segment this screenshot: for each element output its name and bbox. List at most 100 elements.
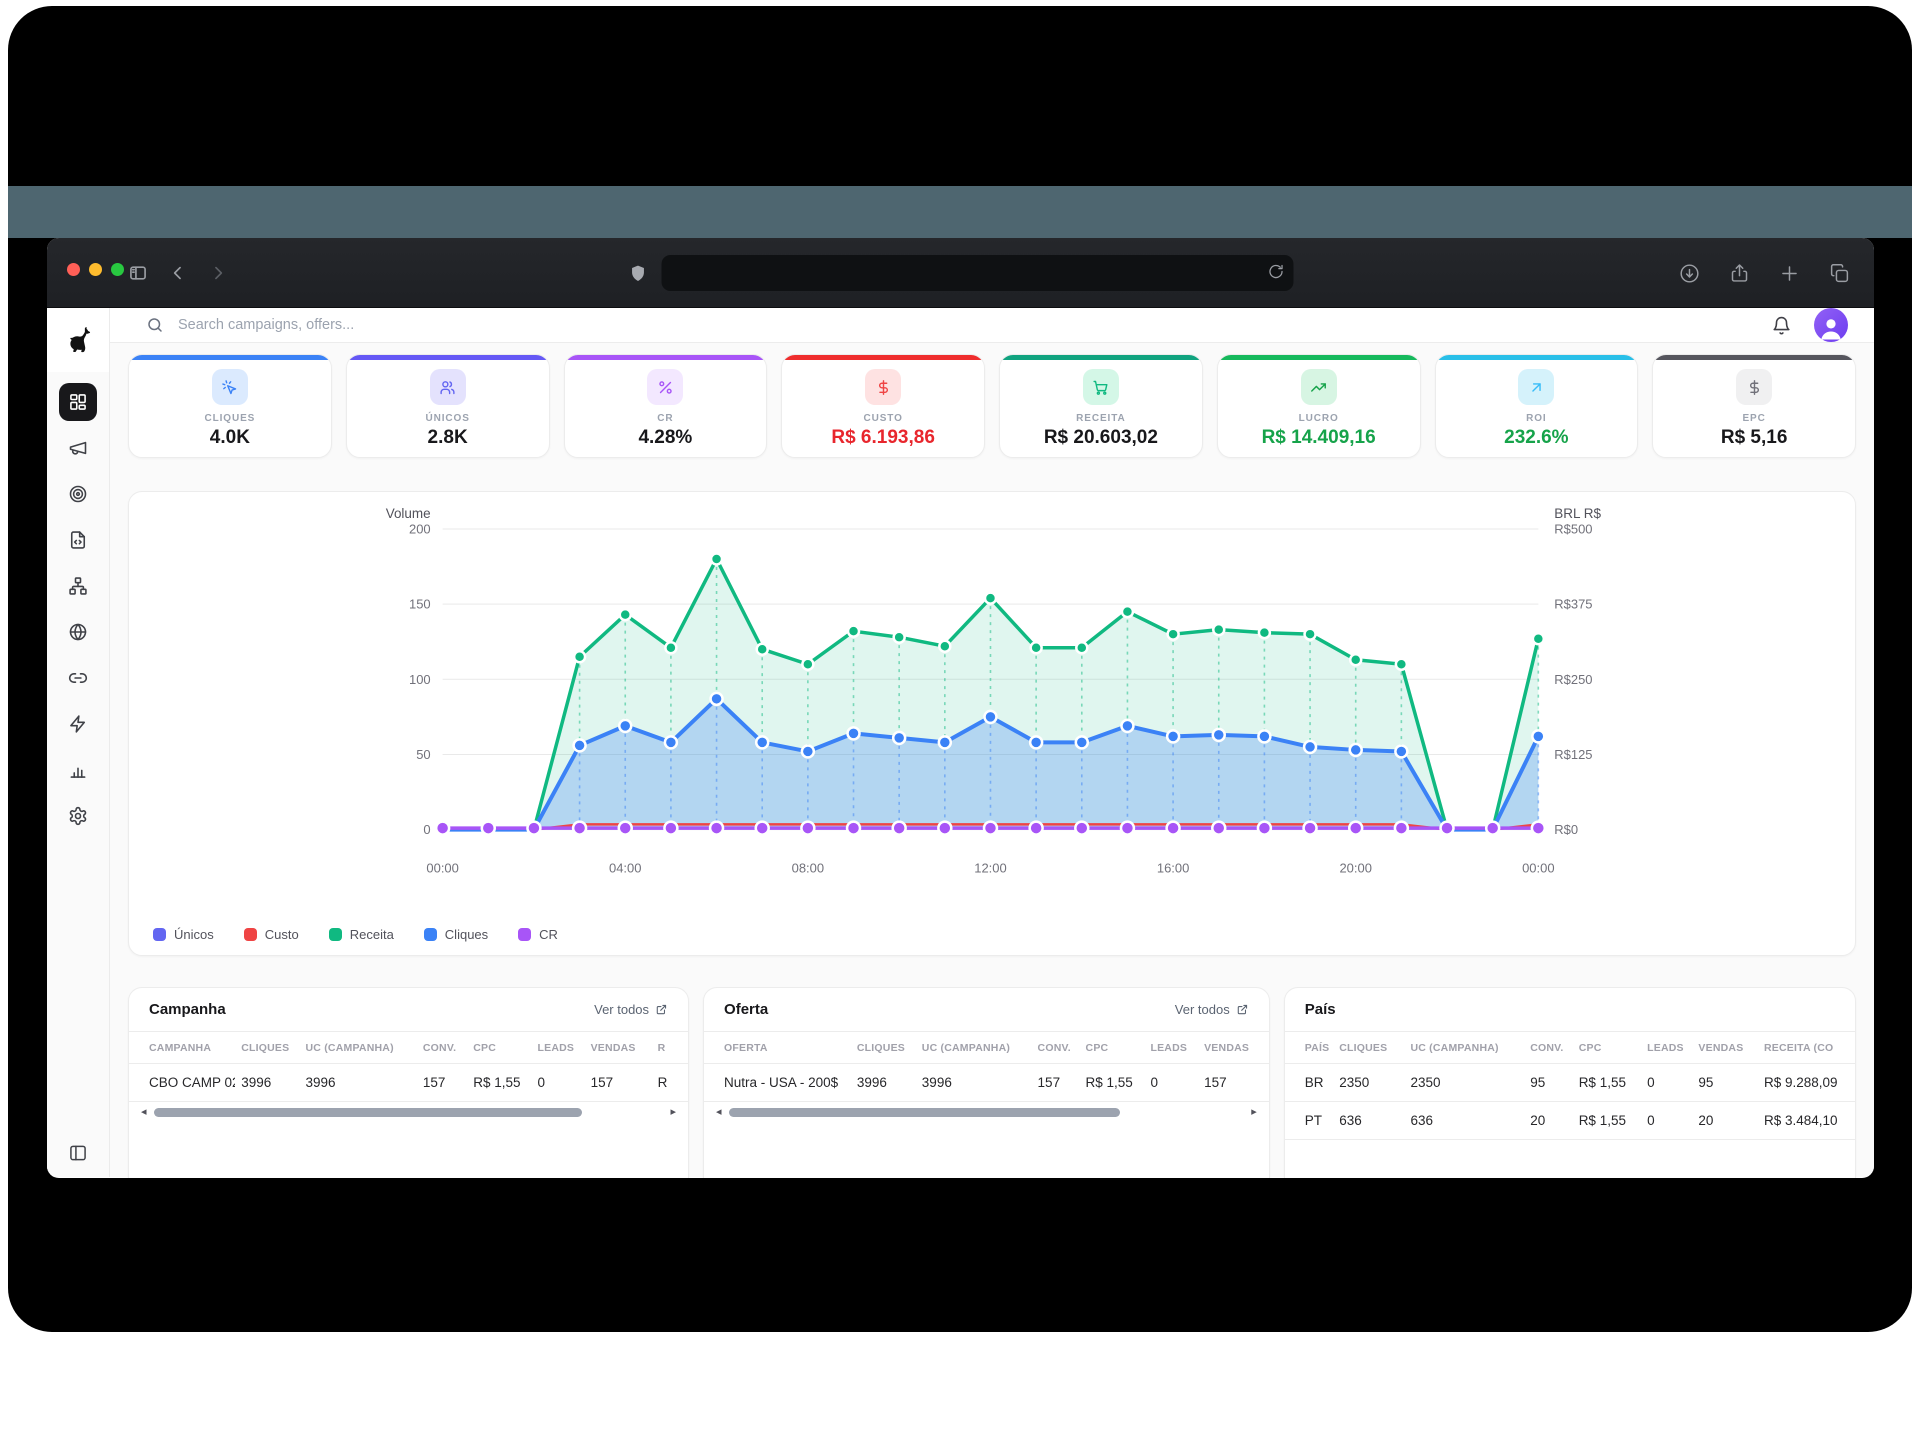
legend-item-custo[interactable]: Custo bbox=[243, 927, 299, 942]
dot-cr bbox=[1165, 820, 1181, 836]
zoom-button[interactable] bbox=[111, 263, 124, 276]
kpi-card-custo: CUSTO R$ 6.193,86 bbox=[781, 354, 985, 458]
reload-button[interactable] bbox=[1267, 263, 1284, 280]
percent-icon bbox=[659, 380, 672, 394]
dot-cliques bbox=[1211, 727, 1226, 743]
dot-custo bbox=[805, 821, 811, 827]
scroll-right-arrow-icon[interactable]: ▸ bbox=[1251, 1106, 1257, 1118]
share-button[interactable] bbox=[1726, 260, 1752, 286]
chrome-nav-buttons bbox=[125, 238, 231, 308]
scrollbar-thumb[interactable] bbox=[153, 1108, 582, 1117]
legend-label: Únicos bbox=[174, 927, 214, 942]
dot-cr bbox=[1484, 820, 1501, 836]
kpi-card-receita: RECEITA R$ 20.603,02 bbox=[999, 354, 1203, 458]
dot-custo bbox=[896, 821, 902, 827]
app-logo[interactable] bbox=[47, 308, 109, 372]
scrollbar-thumb[interactable] bbox=[728, 1108, 1121, 1117]
column-header: CONV. bbox=[1524, 1032, 1573, 1064]
scroll-left-arrow-icon[interactable]: ◂ bbox=[716, 1106, 722, 1118]
chevron-left-button[interactable] bbox=[165, 260, 191, 286]
kpi-accent-bar bbox=[1217, 355, 1420, 360]
table-row[interactable]: BR 2350 2350 95 R$ 1,55 0 95 R$ 9.288,09 bbox=[1284, 1063, 1855, 1102]
left-axis-tick: 50 bbox=[416, 747, 430, 762]
scroll-left-arrow-icon[interactable]: ◂ bbox=[141, 1106, 147, 1118]
chevron-right-button[interactable] bbox=[205, 260, 231, 286]
legend-item-receita[interactable]: Receita bbox=[328, 927, 394, 942]
sidebar-toggle-button[interactable] bbox=[125, 260, 151, 286]
sidebar-item-settings[interactable] bbox=[59, 797, 97, 835]
sidebar-collapse-button[interactable] bbox=[47, 1143, 109, 1163]
zap-icon bbox=[70, 715, 86, 733]
table-row[interactable]: PT 636 636 20 R$ 1,55 0 20 R$ 3.484,10 bbox=[1284, 1101, 1855, 1140]
legend-item-únicos[interactable]: Únicos bbox=[153, 927, 214, 942]
table-cell: 636 bbox=[1404, 1101, 1525, 1140]
close-button[interactable] bbox=[67, 263, 80, 276]
minimize-button[interactable] bbox=[89, 263, 102, 276]
kpi-accent-bar bbox=[1653, 355, 1855, 360]
dot-cr bbox=[1393, 820, 1410, 836]
dot-cr bbox=[480, 820, 497, 836]
dot-cr bbox=[571, 820, 588, 836]
dot-cr bbox=[754, 820, 770, 836]
sidebar-item-domains[interactable] bbox=[59, 613, 97, 651]
dot-cliques bbox=[1074, 735, 1090, 750]
dot-custo bbox=[622, 821, 628, 827]
legend-item-cr[interactable]: CR bbox=[518, 927, 558, 942]
dot-cr bbox=[1211, 820, 1227, 836]
browser-chrome bbox=[47, 238, 1874, 308]
kpi-card-cliques: CLIQUES 4.0K bbox=[128, 354, 332, 458]
sidebar-item-dashboard[interactable] bbox=[59, 383, 97, 421]
scrollbar-track[interactable] bbox=[153, 1108, 664, 1117]
link-icon bbox=[68, 673, 88, 683]
x-axis-tick: 08:00 bbox=[792, 861, 824, 876]
dot-cliques bbox=[846, 726, 861, 741]
table-cell: R$ 3.484,10 bbox=[1758, 1101, 1855, 1140]
tables-row: Campanha Ver todos CAMPANHA CLIQUES UC (CA… bbox=[128, 987, 1856, 1178]
sidebar-item-offers[interactable] bbox=[59, 475, 97, 513]
table-cell: PT bbox=[1284, 1101, 1334, 1140]
chart-card: 200 150 100 50 0 Volume R$500 R$375 R$250 R$125 R$… bbox=[128, 491, 1856, 956]
dot-receita bbox=[1531, 631, 1546, 646]
sidebar-item-automation[interactable] bbox=[59, 705, 97, 743]
table-row[interactable]: CBO CAMP 02 3996 3996 157 R$ 1,55 0 157 R bbox=[129, 1063, 689, 1102]
download-button[interactable] bbox=[1676, 260, 1702, 286]
dot-cr bbox=[845, 820, 862, 836]
search-icon bbox=[148, 318, 162, 332]
legend-swatch bbox=[328, 928, 342, 941]
search-input[interactable] bbox=[178, 317, 1757, 333]
table-title: País bbox=[1304, 1001, 1336, 1018]
legend-item-cliques[interactable]: Cliques bbox=[423, 927, 488, 942]
shield-icon bbox=[628, 264, 647, 283]
table-row[interactable]: Nutra - USA - 200$ 3996 3996 157 R$ 1,55 0 157 bbox=[704, 1063, 1269, 1102]
percent-icon bbox=[647, 369, 684, 405]
scrollbar-track[interactable] bbox=[728, 1108, 1245, 1117]
dot-receita bbox=[1348, 652, 1363, 667]
legend-swatch bbox=[243, 928, 257, 941]
url-bar[interactable] bbox=[661, 255, 1293, 291]
ver-todos-link[interactable]: Ver todos bbox=[1175, 1002, 1249, 1017]
url-input[interactable] bbox=[661, 265, 1293, 281]
avatar[interactable] bbox=[1814, 308, 1848, 342]
sidebar-item-links[interactable] bbox=[59, 659, 97, 697]
traffic-lights bbox=[67, 263, 124, 276]
kpi-accent-bar bbox=[782, 355, 984, 360]
column-header: UC (CAMPANHA) bbox=[1404, 1032, 1525, 1064]
sidebar-item-flows[interactable] bbox=[59, 567, 97, 605]
bell-icon[interactable] bbox=[1771, 315, 1792, 336]
reload-icon bbox=[1268, 264, 1283, 279]
ver-todos-link[interactable]: Ver todos bbox=[594, 1002, 668, 1017]
sidebar bbox=[47, 308, 110, 1177]
sidebar-item-campaigns[interactable] bbox=[59, 429, 97, 467]
sidebar-item-landers[interactable] bbox=[59, 521, 97, 559]
kpi-value: 232.6% bbox=[1504, 427, 1569, 448]
column-header: CPC bbox=[1079, 1032, 1145, 1064]
app-header bbox=[110, 308, 1874, 343]
tabs-button[interactable] bbox=[1826, 260, 1852, 286]
scroll-right-arrow-icon[interactable]: ▸ bbox=[670, 1106, 677, 1118]
table-cell: R$ 1,55 bbox=[467, 1063, 532, 1102]
plus-button[interactable] bbox=[1776, 260, 1802, 286]
column-header: CONV. bbox=[416, 1032, 468, 1064]
share-icon bbox=[1731, 263, 1747, 282]
sidebar-item-reports[interactable] bbox=[59, 751, 97, 789]
dot-cliques bbox=[754, 735, 770, 750]
